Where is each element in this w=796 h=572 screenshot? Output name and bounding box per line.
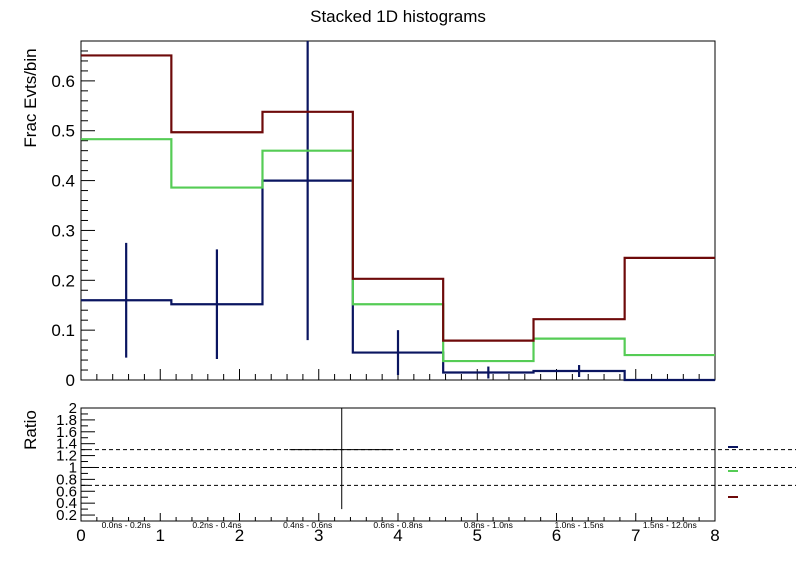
bottom-y-tick-label: 1.8: [56, 412, 77, 429]
bin-label: 1.5ns - 12.0ns: [643, 520, 697, 530]
bin-label: 0.0ns - 0.2ns: [102, 520, 151, 530]
x-tick-label: 2: [235, 526, 244, 545]
x-tick-label: 0: [76, 526, 85, 545]
bin-label: 1.0ns - 1.5ns: [555, 520, 604, 530]
top-y-tick-label: 0.6: [51, 72, 75, 91]
bottom-y-tick-label: 0.2: [56, 507, 77, 524]
x-tick-label: 1: [156, 526, 165, 545]
histogram-series-3: [81, 54, 715, 342]
x-tick-label: 4: [393, 526, 402, 545]
bottom-y-tick-label: 1.6: [56, 424, 77, 441]
x-tick-label: 5: [473, 526, 482, 545]
bottom-y-tick-label: 1: [69, 459, 77, 476]
bin-label: 0.2ns - 0.4ns: [192, 520, 241, 530]
bottom-y-tick-label: 0.4: [56, 495, 77, 512]
x-tick-label: 6: [552, 526, 561, 545]
chart-title: Stacked 1D histograms: [310, 7, 486, 26]
top-panel: 0 0.1 0.2 0.3 0.4 0.5 0.6 Frac Evts/bin: [21, 40, 716, 390]
x-tick-label: 8: [710, 526, 719, 545]
top-plot-frame: [80, 40, 716, 381]
x-tick-label: 7: [631, 526, 640, 545]
bottom-y-tick-label: 0.8: [56, 471, 77, 488]
x-tick-label: 3: [314, 526, 323, 545]
bin-label: 0.8ns - 1.0ns: [464, 520, 513, 530]
top-y-axis-label: Frac Evts/bin: [21, 48, 40, 147]
top-y-tick-label: 0.3: [51, 221, 75, 240]
histogram-series-2: [81, 138, 715, 363]
bottom-y-tick-label: 0.6: [56, 483, 77, 500]
bin-label: 0.6ns - 0.8ns: [373, 520, 422, 530]
bottom-y-axis-label: Ratio: [21, 410, 40, 450]
top-y-tick-label: 0.1: [51, 321, 75, 340]
bottom-plot-frame: [80, 407, 716, 522]
top-y-tick-label: 0.5: [51, 122, 75, 141]
top-y-tick-label: 0: [66, 371, 75, 390]
legend: [728, 446, 738, 498]
bin-label: 0.4ns - 0.6ns: [283, 520, 332, 530]
bottom-y-tick-label: 1.2: [56, 448, 77, 465]
bottom-y-tick-label: 1.4: [56, 436, 77, 453]
bottom-y-tick-label: 2: [69, 400, 77, 417]
top-y-tick-label: 0.2: [51, 271, 75, 290]
top-y-tick-label: 0.4: [51, 172, 75, 191]
